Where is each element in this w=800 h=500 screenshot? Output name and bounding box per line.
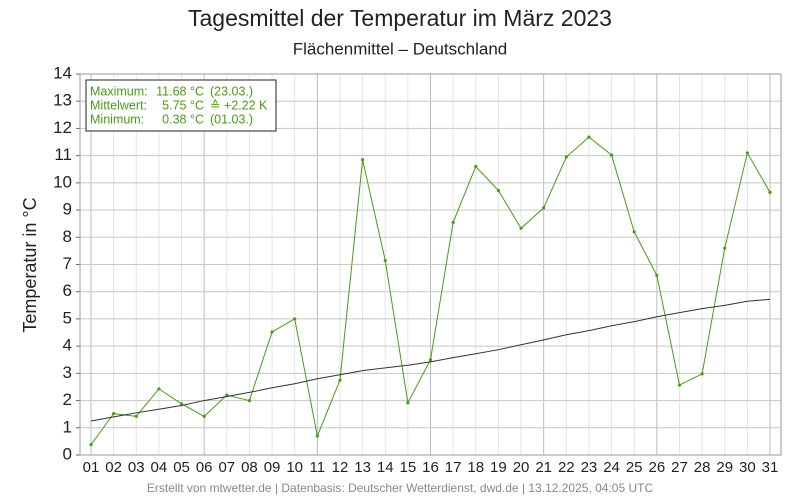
footer: Erstellt von mtwetter.de | Datenbasis: D… [147,481,654,495]
point [677,383,682,387]
point [474,164,478,169]
x-tick-label: 08 [241,459,258,476]
y-tick-label: 4 [63,336,72,355]
annotation-text: 5.75 °C [162,98,204,112]
point [519,226,523,230]
x-tick-label: 03 [128,459,145,476]
point [361,158,365,162]
y-tick-label: 10 [53,172,72,191]
x-tick-label: 20 [513,459,530,476]
chart-subtitle: Flächenmittel – Deutschland [293,39,508,58]
point [655,273,659,277]
x-tick-label: 15 [400,459,417,476]
x-tick-label: 09 [264,459,281,476]
y-tick-label: 6 [63,281,72,300]
x-tick-label: 28 [694,459,711,476]
y-tick-label: 8 [63,227,72,246]
point [632,230,636,234]
annotation-text: Mittelwert: [90,98,147,112]
chart-title: Tagesmittel der Temperatur im März 2023 [188,5,612,31]
point [112,412,116,416]
x-tick-label: 17 [445,459,462,476]
y-tick-label: 0 [63,444,72,463]
x-tick-label: 30 [739,459,756,476]
x-tick-label: 26 [648,459,665,476]
x-tick-label: 18 [467,459,484,476]
annotation-text: 11.68 °C [156,84,204,98]
series-line [90,298,771,422]
y-tick-label: 13 [53,91,72,110]
point [723,246,727,250]
annotation-text: ≙ +2.22 K [210,98,268,112]
point [768,190,772,194]
x-tick-label: 29 [716,459,733,476]
point [179,402,184,406]
annotation-text: Minimum: [90,112,144,126]
x-tick-label: 10 [286,459,303,476]
point [542,206,546,210]
x-tick-label: 13 [354,459,371,476]
point [315,434,319,438]
x-tick-label: 02 [105,459,122,476]
x-tick-label: 12 [332,459,349,476]
x-tick-label: 16 [422,459,439,476]
point [270,330,274,334]
point [496,188,500,193]
y-tick-label: 12 [53,118,72,137]
plot-border [79,73,782,456]
point [134,414,138,418]
x-tick-label: 05 [173,459,190,476]
point [564,155,568,159]
x-tick-label: 19 [490,459,507,476]
x-tick-label: 25 [626,459,643,476]
x-tick-label: 01 [83,459,100,476]
x-tick-label: 14 [377,459,394,476]
x-tick-label: 24 [603,459,620,476]
point [202,414,206,418]
x-tick-label: 07 [218,459,235,476]
point [700,372,704,376]
point [383,258,387,263]
point [157,387,161,391]
point [451,220,455,224]
y-tick-label: 3 [63,363,72,382]
x-tick-label: 21 [535,459,552,476]
point [587,135,591,139]
y-tick-label: 1 [63,417,72,436]
x-tick-label: 27 [671,459,688,476]
x-tick-label: 23 [581,459,598,476]
annotation-text: (23.03.) [210,84,253,98]
point [89,443,93,447]
x-tick-label: 22 [558,459,575,476]
y-tick-label: 11 [54,145,72,164]
annotation-box: Maximum: 11.68 °C (23.03.) Mittelwert: 5.75 … [85,79,277,132]
point [406,401,410,405]
y-axis-label: Temperatur in °C [20,197,40,332]
point [428,358,433,362]
y-tick-label: 7 [63,254,72,273]
y-tick-label: 2 [63,390,72,409]
x-tick-label: 06 [196,459,213,476]
annotation-text: (01.03.) [210,112,253,126]
point [338,378,342,382]
point [247,398,252,403]
annotation-frame [85,79,277,132]
point [745,151,749,155]
x-tick-label: 31 [762,459,779,476]
annotation-text: Maximum: [90,84,148,98]
y-tick-label: 9 [63,200,72,219]
point [293,317,297,321]
x-tick-label: 04 [151,459,168,476]
annotation-text: 0.38 °C [162,112,204,126]
x-tick-label: 11 [310,459,326,476]
y-tick-label: 14 [53,63,72,82]
point [609,153,614,157]
y-tick-label: 5 [63,308,72,327]
